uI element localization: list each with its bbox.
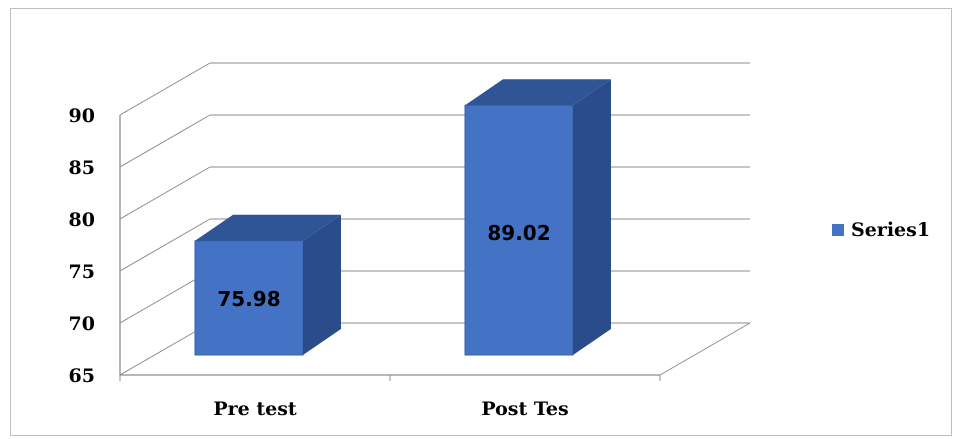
floor-right-edge xyxy=(659,322,751,376)
bar-side xyxy=(573,79,611,355)
y-tick-label-70: 70 xyxy=(69,313,95,335)
bar-top xyxy=(465,79,611,106)
y-tick-label-90: 90 xyxy=(69,105,95,127)
y-tick-label-65: 65 xyxy=(69,365,95,387)
data-label: 89.02 xyxy=(487,221,550,245)
y-tick-label-80: 80 xyxy=(69,209,95,231)
bar-pre-test: 75.98 xyxy=(194,214,341,356)
bar-side xyxy=(303,214,341,355)
gridline-side-80 xyxy=(119,166,211,220)
bar-front xyxy=(464,104,574,356)
data-label: 75.98 xyxy=(217,287,280,311)
gridline-side-85 xyxy=(119,114,211,168)
y-tick-label-85: 85 xyxy=(69,157,95,179)
gridline-side-90 xyxy=(119,62,211,116)
legend: Series1 xyxy=(832,219,930,241)
x-tick-label: Pre test xyxy=(213,398,297,420)
y-tick-label-75: 75 xyxy=(69,261,95,283)
x-axis-labels: Pre test Post Tes xyxy=(213,398,568,420)
legend-swatch xyxy=(832,224,844,236)
bar-post-tes: 89.02 xyxy=(464,79,611,356)
gridline-side-75 xyxy=(119,218,211,272)
x-tick-label: Post Tes xyxy=(481,398,568,420)
legend-label: Series1 xyxy=(851,219,930,241)
bar-top xyxy=(195,214,341,241)
y-axis-ticks: 65 70 75 80 85 90 xyxy=(69,105,95,387)
bars: 75.98 89.02 xyxy=(194,79,611,356)
